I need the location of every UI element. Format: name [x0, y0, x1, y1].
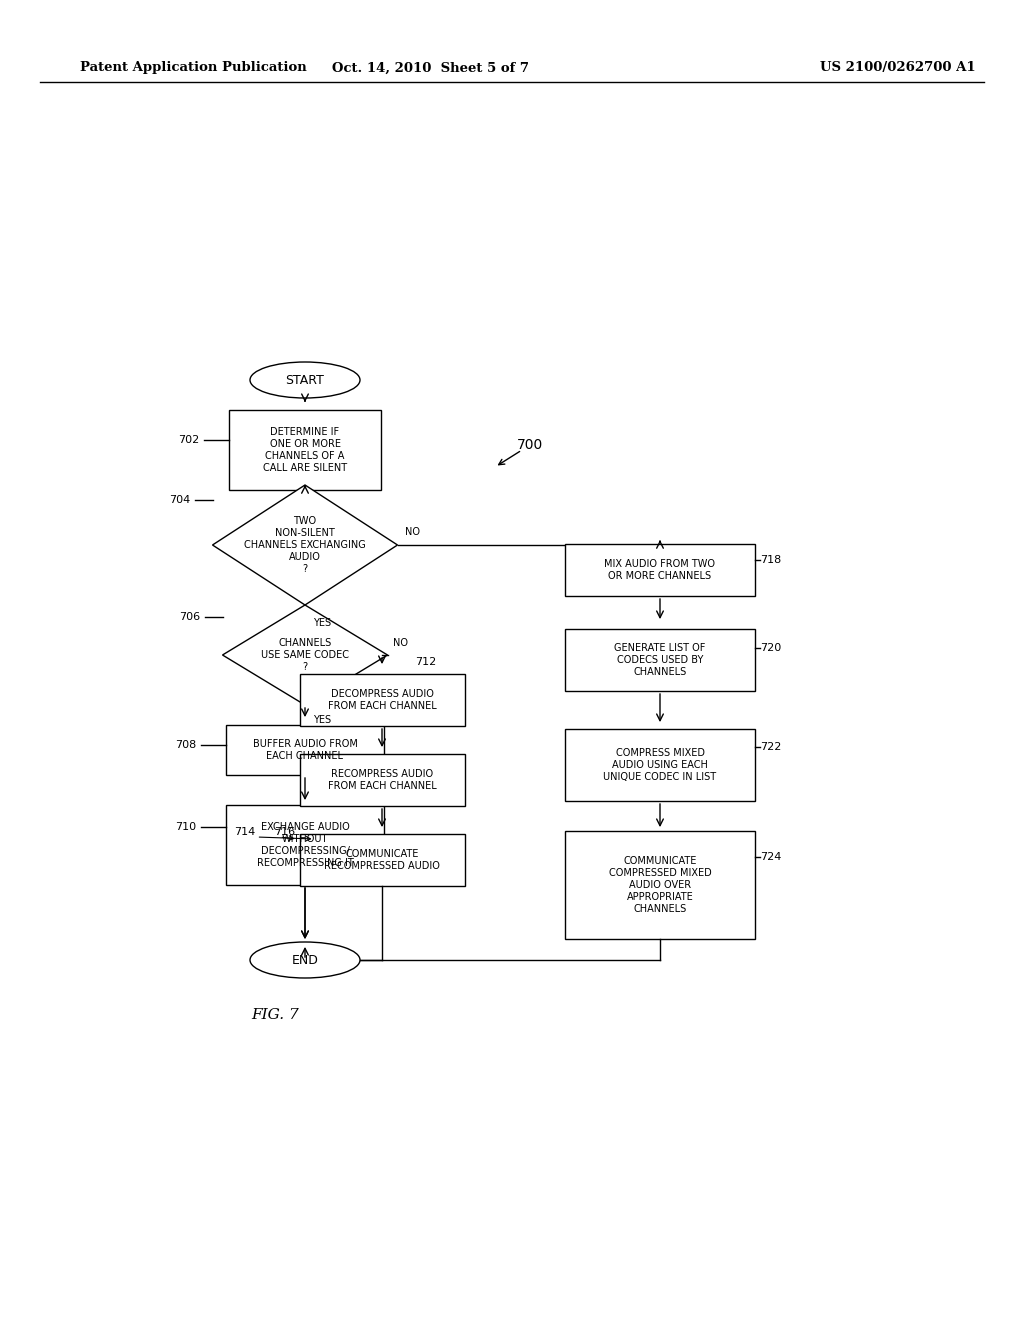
- Text: YES: YES: [313, 715, 331, 725]
- FancyBboxPatch shape: [565, 630, 755, 690]
- Text: Oct. 14, 2010  Sheet 5 of 7: Oct. 14, 2010 Sheet 5 of 7: [332, 62, 528, 74]
- Text: GENERATE LIST OF
CODECS USED BY
CHANNELS: GENERATE LIST OF CODECS USED BY CHANNELS: [614, 643, 706, 677]
- Text: Patent Application Publication: Patent Application Publication: [80, 62, 307, 74]
- Text: DECOMPRESS AUDIO
FROM EACH CHANNEL: DECOMPRESS AUDIO FROM EACH CHANNEL: [328, 689, 436, 711]
- Text: YES: YES: [313, 618, 331, 628]
- Ellipse shape: [250, 362, 360, 399]
- FancyBboxPatch shape: [565, 729, 755, 801]
- Text: 720: 720: [760, 643, 781, 653]
- Text: 722: 722: [760, 742, 781, 752]
- FancyBboxPatch shape: [226, 725, 384, 775]
- Text: 714: 714: [233, 828, 255, 837]
- Text: COMMUNICATE
RECOMPRESSED AUDIO: COMMUNICATE RECOMPRESSED AUDIO: [324, 849, 440, 871]
- Ellipse shape: [250, 942, 360, 978]
- FancyBboxPatch shape: [299, 834, 465, 886]
- Text: END: END: [292, 953, 318, 966]
- Text: 712: 712: [415, 657, 436, 667]
- Text: START: START: [286, 374, 325, 387]
- FancyBboxPatch shape: [226, 805, 384, 884]
- Text: FIG. 7: FIG. 7: [251, 1008, 299, 1022]
- Text: TWO
NON-SILENT
CHANNELS EXCHANGING
AUDIO
?: TWO NON-SILENT CHANNELS EXCHANGING AUDIO…: [244, 516, 366, 574]
- Polygon shape: [213, 484, 397, 605]
- Text: BUFFER AUDIO FROM
EACH CHANNEL: BUFFER AUDIO FROM EACH CHANNEL: [253, 739, 357, 762]
- Text: CHANNELS
USE SAME CODEC
?: CHANNELS USE SAME CODEC ?: [261, 638, 349, 672]
- Text: 724: 724: [760, 851, 781, 862]
- Text: EXCHANGE AUDIO
WITHOUT
DECOMPRESSING/
RECOMPRESSING IT: EXCHANGE AUDIO WITHOUT DECOMPRESSING/ RE…: [257, 822, 353, 869]
- Text: MIX AUDIO FROM TWO
OR MORE CHANNELS: MIX AUDIO FROM TWO OR MORE CHANNELS: [604, 558, 716, 581]
- Text: 700: 700: [517, 438, 543, 451]
- Text: DETERMINE IF
ONE OR MORE
CHANNELS OF A
CALL ARE SILENT: DETERMINE IF ONE OR MORE CHANNELS OF A C…: [263, 426, 347, 473]
- Text: NO: NO: [406, 527, 421, 537]
- Polygon shape: [222, 605, 387, 705]
- FancyBboxPatch shape: [229, 411, 381, 490]
- Text: 710: 710: [175, 822, 196, 832]
- Text: RECOMPRESS AUDIO
FROM EACH CHANNEL: RECOMPRESS AUDIO FROM EACH CHANNEL: [328, 770, 436, 791]
- FancyBboxPatch shape: [299, 754, 465, 807]
- Text: 702: 702: [178, 436, 199, 445]
- FancyBboxPatch shape: [565, 832, 755, 939]
- Text: US 2100/0262700 A1: US 2100/0262700 A1: [820, 62, 976, 74]
- Text: 716: 716: [274, 828, 295, 837]
- Text: 708: 708: [175, 741, 196, 750]
- Text: 718: 718: [760, 554, 781, 565]
- Text: 706: 706: [179, 612, 201, 622]
- Text: NO: NO: [392, 638, 408, 648]
- FancyBboxPatch shape: [565, 544, 755, 597]
- Text: COMMUNICATE
COMPRESSED MIXED
AUDIO OVER
APPROPRIATE
CHANNELS: COMMUNICATE COMPRESSED MIXED AUDIO OVER …: [608, 855, 712, 913]
- Text: COMPRESS MIXED
AUDIO USING EACH
UNIQUE CODEC IN LIST: COMPRESS MIXED AUDIO USING EACH UNIQUE C…: [603, 748, 717, 781]
- Text: 704: 704: [169, 495, 190, 506]
- FancyBboxPatch shape: [299, 675, 465, 726]
